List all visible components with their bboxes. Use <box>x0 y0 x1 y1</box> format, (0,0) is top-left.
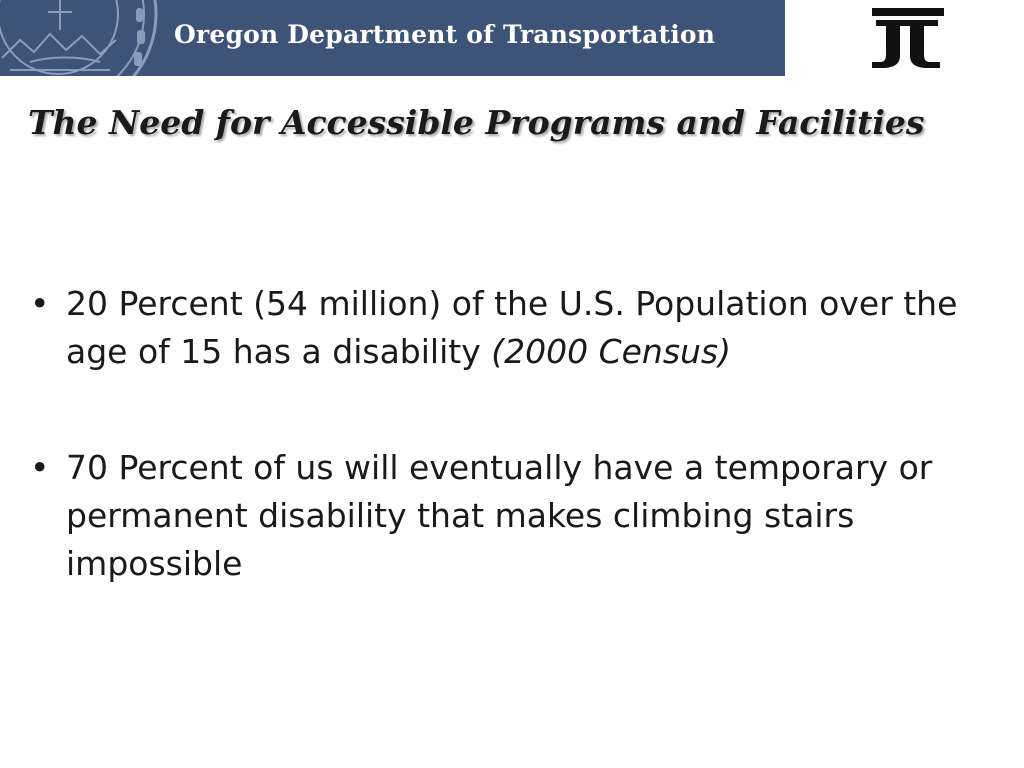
agency-name: Oregon Department of Transportation <box>174 20 716 49</box>
bullet-item-stairs: • 70 Percent of us will eventually have … <box>30 444 990 588</box>
header-banner: Oregon Department of Transportation <box>0 0 785 76</box>
bullet-text: 20 Percent (54 million) of the U.S. Popu… <box>66 284 958 371</box>
bullet-marker: • <box>30 284 50 323</box>
bullet-item-census: • 20 Percent (54 million) of the U.S. Po… <box>30 280 990 376</box>
bullet-text: 70 Percent of us will eventually have a … <box>66 448 933 583</box>
slide-title: The Need for Accessible Programs and Fac… <box>28 103 925 142</box>
bullet-list: • 20 Percent (54 million) of the U.S. Po… <box>30 280 990 588</box>
oregon-state-seal-icon <box>0 0 158 76</box>
bullet-marker: • <box>30 448 50 487</box>
odot-logo-icon <box>872 8 944 68</box>
census-citation: (2000 Census) <box>491 332 732 371</box>
